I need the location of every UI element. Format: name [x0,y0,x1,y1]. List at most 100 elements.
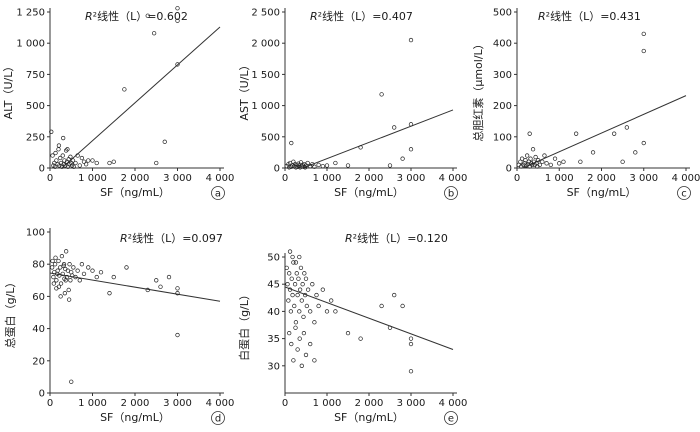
data-point [544,161,549,166]
data-point [333,309,338,314]
data-point [612,131,617,136]
data-point [528,156,533,161]
data-point [633,150,638,155]
data-point [578,159,583,164]
data-point [166,274,172,280]
r2-annotation: R²线性（L）=0.120 [345,231,448,245]
y-tick-label: 40 [267,307,280,318]
data-point [291,260,296,265]
data-point [61,135,66,141]
data-point [316,162,321,168]
data-point [158,284,163,289]
x-axis-title: SF（ng/mL） [334,411,404,424]
data-point [301,314,306,319]
data-point [295,292,300,298]
data-point [310,162,315,167]
r2-annotation: R²线性（L）=0.097 [120,231,223,245]
data-point [287,331,292,336]
panel-e: 0 1 000 2 000 3 000 4 000 30 35 40 45 50 SF（ng/mL）… [237,231,467,425]
data-point [304,303,309,309]
data-point [98,270,104,275]
y-tick-label: 100 [26,228,45,239]
x-tick-label: 0 [282,173,288,184]
data-point [641,140,646,146]
data-point [175,6,180,11]
data-point [56,258,61,264]
data-point [310,282,315,287]
data-point [58,265,63,270]
r2-value: ²线性（L）=0.431 [546,9,641,23]
data-point [542,153,547,158]
x-tick-label: 0 [47,398,53,409]
data-point [408,37,414,43]
y-tick-label: 1 000 [251,101,280,112]
data-point [55,271,60,277]
regression-line [521,95,687,168]
x-axis-title: SF（ng/mL） [567,186,637,199]
data-point [56,143,62,148]
regression-line [301,109,454,168]
data-point [530,147,536,152]
r2-symbol: R [538,10,546,23]
data-point [574,131,579,136]
data-point [124,265,129,270]
data-point [68,154,73,159]
panel-letter-circle [211,411,225,425]
y-axis-title: ALT（U/L） [2,61,15,120]
y-tick-label: 45 [267,280,280,291]
data-point [284,265,289,271]
data-point [303,292,308,298]
data-point [561,159,566,164]
r2-value: ²线性（L）=0.407 [318,9,413,23]
data-point [524,153,530,158]
x-tick-label: 3 000 [397,173,426,184]
data-point [60,153,65,158]
x-tick-label: 1 000 [313,173,342,184]
data-point [56,147,61,152]
y-tick-label: 1 250 [16,8,45,19]
x-tick-label: 2 000 [121,398,150,409]
data-point [408,122,414,127]
data-point [301,331,307,336]
panel-letter: b [448,189,454,200]
panel-d: 0 1 000 2 000 3 000 4 000 0 20 40 60 80 100 SF（ng/m… [3,228,234,425]
x-tick-label: 1 000 [313,398,342,409]
data-point [71,265,76,270]
panel-c: 0 1 000 2 000 3 000 4 000 0 100 200 300 400 500 SF（… [471,8,700,200]
data-point [151,31,157,36]
data-point [63,163,68,168]
data-point [51,274,56,280]
data-point [154,278,159,283]
data-point [58,294,63,299]
data-point [333,160,338,166]
r2-value: ²线性（L）=0.097 [128,231,223,245]
x-tick-label: 4 000 [672,173,700,184]
y-tick-label: 2 500 [251,8,280,19]
regression-line [285,286,454,350]
x-tick-label: 2 000 [355,398,384,409]
data-point [289,140,294,146]
data-point [53,150,58,156]
data-point [111,159,116,164]
panel-letter: a [215,189,221,200]
data-point [527,131,532,136]
data-point [68,278,73,283]
data-point [175,62,180,67]
data-point [289,276,294,281]
y-tick-label: 60 [32,292,45,303]
x-tick-label: 3 000 [163,173,192,184]
data-point [49,265,55,270]
data-point [299,363,304,368]
data-point [52,262,58,267]
panel-letter-circle [444,411,458,425]
y-tick-label: 750 [26,70,45,81]
data-point [107,291,112,296]
data-point [293,320,299,325]
data-point [305,287,311,292]
r2-symbol: R [85,10,93,23]
data-point [162,139,167,144]
data-point [312,164,317,169]
data-point [392,125,397,130]
data-point [69,379,74,384]
data-point [175,291,180,296]
